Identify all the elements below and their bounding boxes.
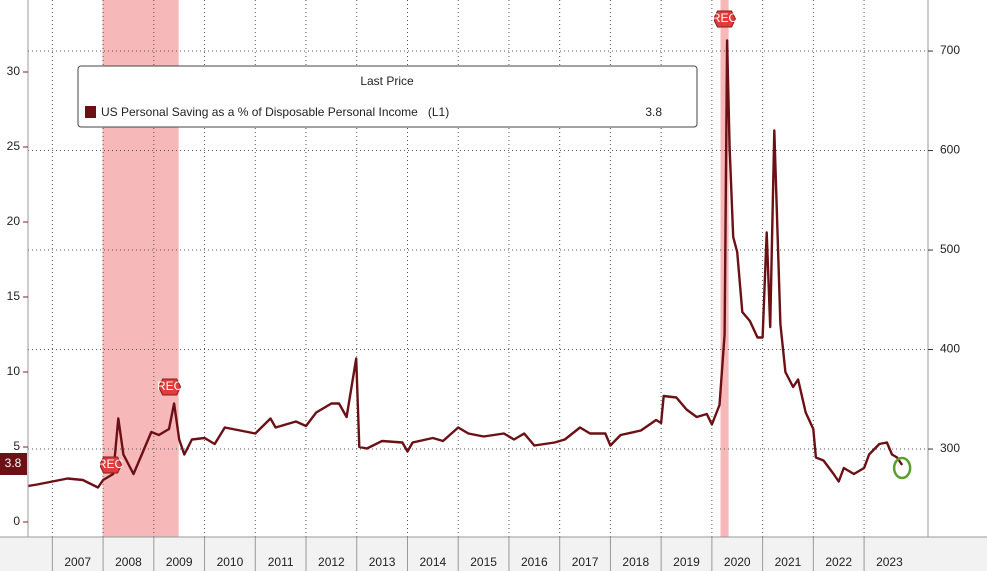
- y-tick-label: 5: [13, 439, 20, 453]
- rec-tag-label: REC: [712, 11, 738, 25]
- y-tick-label: 0: [13, 514, 20, 528]
- x-tick-label: 2021: [775, 555, 802, 569]
- y2-tick-label: 300: [940, 441, 960, 455]
- y-tick-label: 20: [7, 214, 21, 228]
- x-tick-label: 2022: [825, 555, 852, 569]
- y-tick-label: 25: [7, 139, 21, 153]
- rec-tag-label: REC: [157, 379, 183, 393]
- rec-tag: [158, 378, 182, 396]
- x-tick-label: 2018: [622, 555, 649, 569]
- x-tick-label: 2019: [673, 555, 700, 569]
- x-tick-label: 2013: [369, 555, 396, 569]
- x-tick-label: 2010: [217, 555, 244, 569]
- legend-title: Last Price: [360, 74, 414, 88]
- x-tick-label: 2016: [521, 555, 548, 569]
- x-tick-label: 2011: [268, 555, 294, 569]
- legend-swatch: [85, 106, 96, 118]
- rec-tag: [712, 10, 737, 28]
- x-tick-label: 2008: [115, 555, 142, 569]
- y2-tick-label: 400: [940, 342, 960, 356]
- x-tick-label: 2015: [470, 555, 497, 569]
- last-value-label: 3.8: [5, 456, 22, 470]
- x-tick-label: 2020: [724, 555, 751, 569]
- legend-box: [77, 65, 698, 128]
- x-axis-band: [0, 537, 987, 571]
- legend-label: US Personal Saving as a % of Disposable …: [101, 105, 418, 119]
- rec-tag-label: REC: [98, 457, 124, 471]
- highlight-circle: [892, 456, 912, 480]
- y-tick-label: 30: [7, 64, 21, 78]
- legend: Last Price US Personal Saving as a % of …: [77, 65, 698, 128]
- x-tick-label: 2009: [166, 555, 193, 569]
- y2-tick-label: 500: [940, 242, 960, 256]
- rec-tag: [99, 456, 123, 474]
- last-value-tag: [0, 453, 27, 475]
- legend-suffix: (L1): [428, 105, 449, 119]
- x-tick-label: 2012: [318, 555, 345, 569]
- x-tick-label: 2014: [419, 555, 446, 569]
- x-tick-label: 2007: [64, 555, 91, 569]
- x-tick-label: 2023: [876, 555, 903, 569]
- series-line: [27, 39, 904, 489]
- y2-tick-label: 600: [940, 143, 960, 157]
- x-tick-label: 2017: [572, 555, 599, 569]
- y-tick-label: 10: [7, 364, 21, 378]
- y2-tick-label: 700: [940, 43, 960, 57]
- legend-value: 3.8: [645, 105, 662, 119]
- y-tick-label: 15: [7, 289, 21, 303]
